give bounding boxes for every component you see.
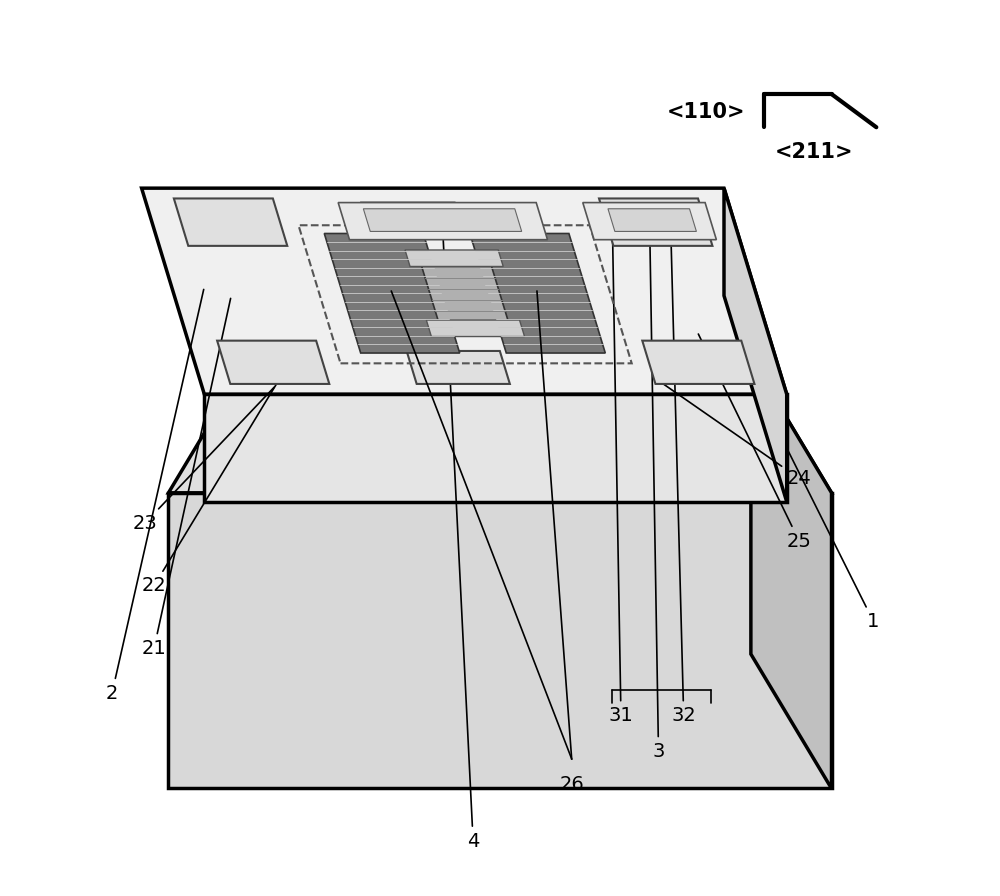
Polygon shape	[583, 202, 716, 239]
Polygon shape	[361, 202, 465, 236]
Polygon shape	[470, 234, 605, 353]
Polygon shape	[642, 340, 754, 383]
Polygon shape	[168, 493, 832, 788]
Polygon shape	[422, 266, 509, 322]
Polygon shape	[204, 394, 787, 502]
Polygon shape	[217, 340, 329, 383]
Text: 1: 1	[788, 451, 880, 631]
Polygon shape	[599, 199, 712, 246]
Polygon shape	[426, 320, 525, 337]
Polygon shape	[142, 188, 787, 394]
Text: 25: 25	[698, 334, 812, 550]
Polygon shape	[724, 188, 787, 502]
Text: 22: 22	[142, 343, 301, 595]
Polygon shape	[168, 358, 832, 493]
Polygon shape	[338, 202, 547, 239]
Text: 26: 26	[559, 775, 584, 794]
Text: 4: 4	[442, 222, 479, 850]
Polygon shape	[407, 351, 510, 383]
Text: 31: 31	[609, 226, 633, 725]
Polygon shape	[608, 209, 696, 231]
Text: 21: 21	[142, 298, 231, 658]
Polygon shape	[751, 358, 832, 788]
Text: 3: 3	[650, 224, 665, 761]
Text: 24: 24	[655, 378, 811, 487]
Polygon shape	[324, 234, 460, 353]
Polygon shape	[405, 250, 503, 266]
Text: <211>: <211>	[774, 142, 853, 162]
Text: 32: 32	[671, 226, 696, 725]
Polygon shape	[363, 209, 522, 231]
Polygon shape	[174, 199, 287, 246]
Text: 2: 2	[106, 289, 204, 702]
Text: <110>: <110>	[667, 102, 745, 122]
Text: 23: 23	[133, 387, 274, 532]
